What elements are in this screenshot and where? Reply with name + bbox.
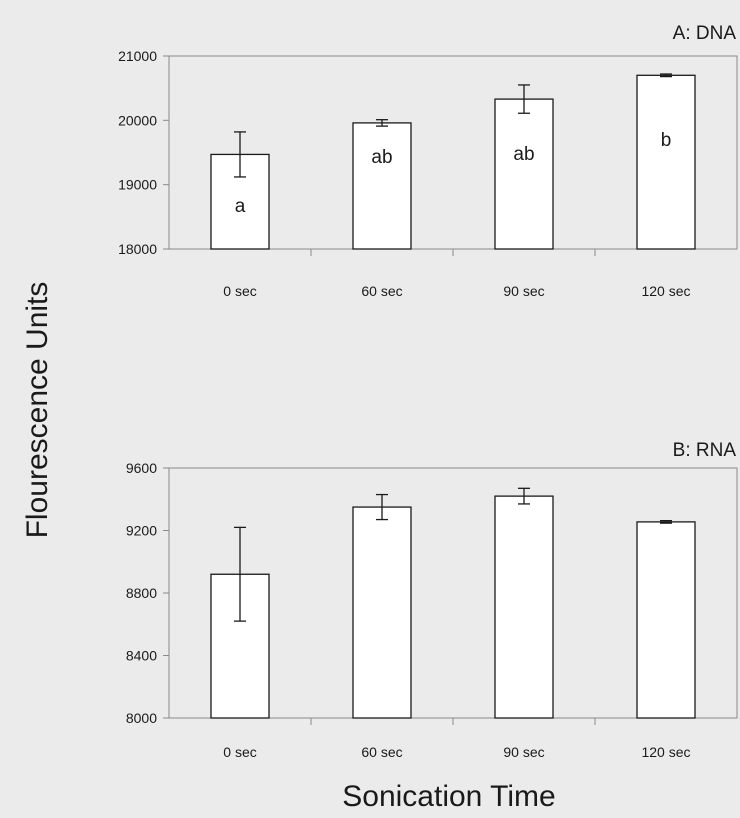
dna-category-label: 90 sec xyxy=(503,283,544,299)
dna-bar xyxy=(494,98,554,250)
x-axis-label: Sonication Time xyxy=(342,780,555,813)
dna-bar xyxy=(636,74,696,250)
rna-bar xyxy=(352,506,412,719)
dna-significance-label: ab xyxy=(513,144,534,165)
rna-category-label: 120 sec xyxy=(641,744,690,760)
dna-significance-label: ab xyxy=(371,147,392,168)
dna-y-tick-label: 19000 xyxy=(118,177,157,193)
dna-category-label: 60 sec xyxy=(361,283,402,299)
rna-panel: B: RNA 8000 8400 8800 9200 9600 0 sec 60 sec 90 … xyxy=(126,440,738,760)
rna-y-tick-label: 9200 xyxy=(126,523,157,539)
rna-panel-title: B: RNA xyxy=(673,440,737,461)
dna-y-tick-label: 20000 xyxy=(118,112,157,128)
dna-significance-label: a xyxy=(235,196,246,217)
rna-y-tick-label: 8000 xyxy=(126,710,157,726)
rna-y-tick-label: 9600 xyxy=(126,460,157,476)
rna-y-tick-label: 8800 xyxy=(126,585,157,601)
rna-category-label: 90 sec xyxy=(503,744,544,760)
dna-significance-label: b xyxy=(661,130,672,151)
rna-category-label: 60 sec xyxy=(361,744,402,760)
dna-bar xyxy=(352,122,412,250)
y-axis-label: Flourescence Units xyxy=(21,282,54,539)
dna-panel-title: A: DNA xyxy=(673,23,737,44)
dna-category-label: 0 sec xyxy=(223,283,256,299)
dna-y-tick-label: 18000 xyxy=(118,241,157,257)
rna-bar xyxy=(494,495,554,719)
dna-panel: A: DNA 18000 19000 20000 21000 0 sec a 60 sec ab… xyxy=(118,23,738,299)
rna-y-tick-label: 8400 xyxy=(126,648,157,664)
rna-bar xyxy=(636,521,696,719)
dna-y-tick-label: 21000 xyxy=(118,48,157,64)
dna-category-label: 120 sec xyxy=(641,283,690,299)
rna-category-label: 0 sec xyxy=(223,744,256,760)
